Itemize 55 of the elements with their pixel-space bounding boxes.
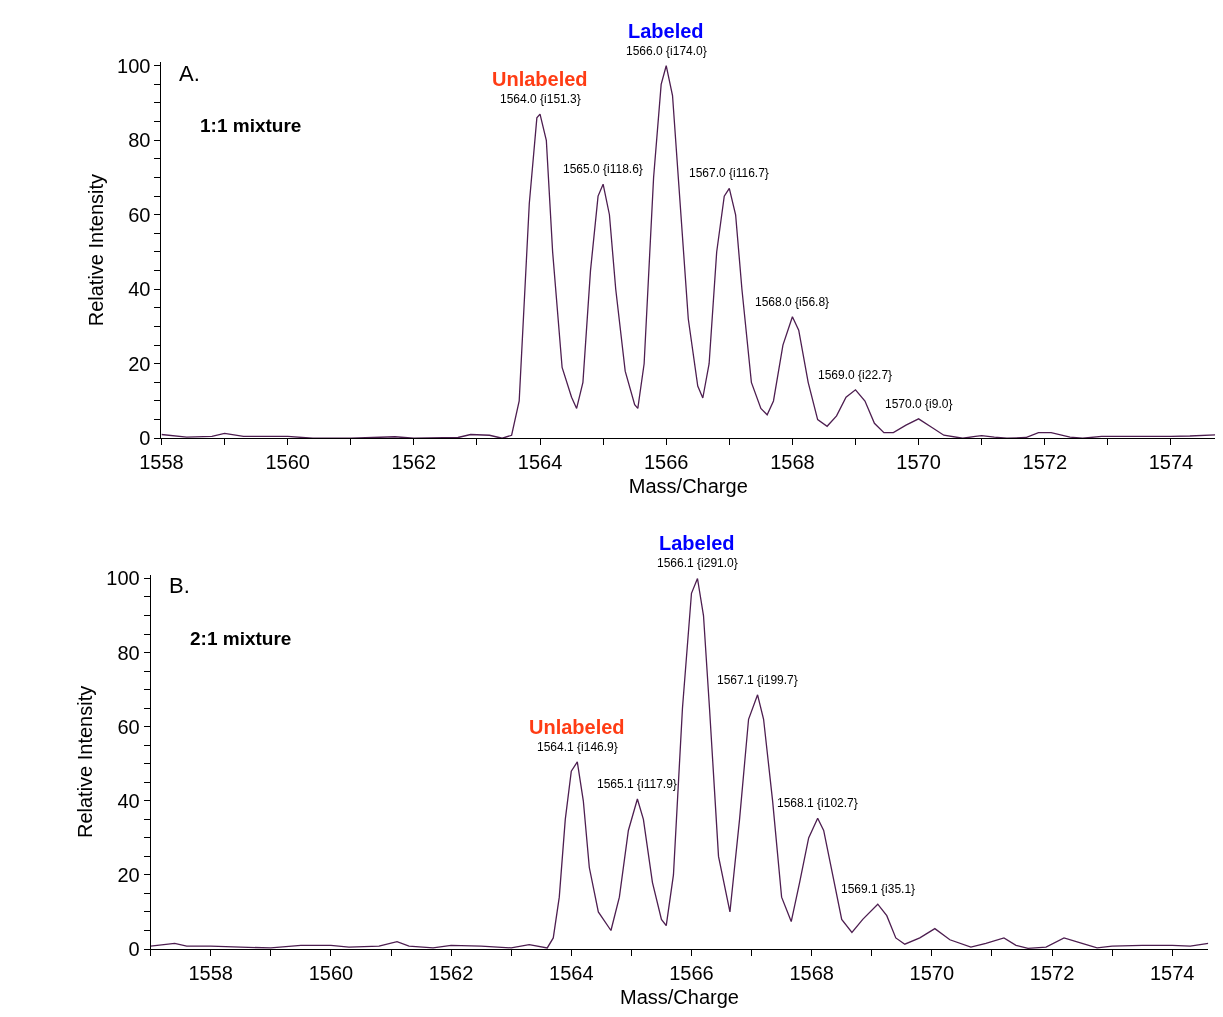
y-axis-title: Relative Intensity <box>73 685 96 839</box>
y-tick-label: 60 <box>117 715 140 738</box>
x-axis-title: Mass/Charge <box>628 474 748 497</box>
y-tick-label: 0 <box>128 938 140 961</box>
y-tick-label: 80 <box>128 129 151 152</box>
y-tick-label: 80 <box>117 641 140 664</box>
y-tick-label: 20 <box>128 352 151 375</box>
annotation: 1:1 mixture <box>200 115 302 136</box>
x-tick-label: 1562 <box>428 962 474 985</box>
x-tick-label: 1564 <box>517 451 563 474</box>
annotation: 1564.0 {i151.3} <box>500 92 581 106</box>
annotation: Labeled <box>659 532 735 554</box>
x-tick-label: 1566 <box>643 451 689 474</box>
x-tick-label: 1574 <box>1148 451 1194 474</box>
x-tick-label: 1568 <box>789 962 834 985</box>
x-tick-label: 1568 <box>770 451 815 474</box>
x-tick-label: 1572 <box>1029 962 1075 985</box>
annotation: 1564.1 {i146.9} <box>537 740 618 754</box>
annotation: Unlabeled <box>529 716 625 738</box>
x-tick-label: 1570 <box>896 451 941 474</box>
y-tick-label: 100 <box>106 567 140 590</box>
x-tick-label: 1558 <box>139 451 184 474</box>
annotation: 1568.0 {i56.8} <box>755 295 830 309</box>
x-tick-label: 1566 <box>669 962 714 985</box>
x-tick-label: 1558 <box>188 962 233 985</box>
annotation: B. <box>169 573 190 598</box>
annotation: 2:1 mixture <box>190 628 292 649</box>
annotation: 1567.0 {i116.7} <box>689 166 769 180</box>
x-tick-label: 1560 <box>308 962 354 985</box>
y-axis-title: Relative Intensity <box>84 173 107 327</box>
annotation: 1569.0 {i22.7} <box>818 368 893 382</box>
annotation: 1565.1 {i117.9} <box>597 777 677 791</box>
x-tick-label: 1572 <box>1022 451 1068 474</box>
annotation: 1568.1 {i102.7} <box>777 796 858 810</box>
x-tick-label: 1574 <box>1149 962 1195 985</box>
y-tick-label: 0 <box>139 427 151 450</box>
y-tick-label: 40 <box>128 278 151 301</box>
annotation: 1566.0 {i174.0} <box>626 44 707 58</box>
annotation: 1569.1 {i35.1} <box>841 882 916 896</box>
annotation: 1567.1 {i199.7} <box>717 673 798 687</box>
annotation: 1570.0 {i9.0} <box>885 397 953 411</box>
x-axis-title: Mass/Charge <box>619 985 739 1008</box>
annotation: Unlabeled <box>492 68 588 90</box>
y-tick-label: 60 <box>128 203 151 226</box>
annotation: 1565.0 {i118.6} <box>563 162 643 176</box>
y-tick-label: 40 <box>117 789 140 812</box>
x-tick-label: 1564 <box>549 962 594 985</box>
y-tick-label: 100 <box>117 54 151 77</box>
annotation: A. <box>179 61 200 86</box>
y-tick-label: 20 <box>117 863 140 886</box>
annotation: Labeled <box>628 20 704 42</box>
x-tick-label: 1562 <box>391 451 437 474</box>
annotation: 1566.1 {i291.0} <box>657 556 738 570</box>
x-tick-label: 1560 <box>265 451 310 474</box>
x-tick-label: 1570 <box>909 962 955 985</box>
